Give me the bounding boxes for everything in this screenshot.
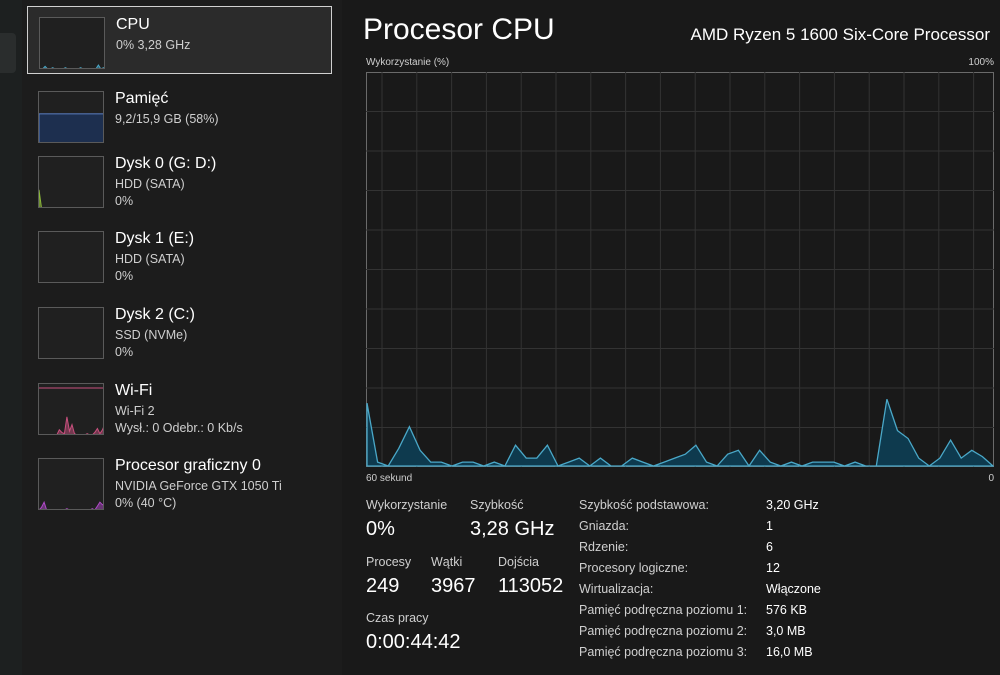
- spec-label: Wirtualizacja:: [579, 582, 654, 596]
- processes-label: Procesy: [366, 555, 412, 569]
- threads-value: 3967: [431, 575, 476, 597]
- item-sub1: Wi-Fi 2: [115, 404, 155, 418]
- item-title: Pamięć: [115, 90, 169, 107]
- item-title: CPU: [116, 16, 150, 33]
- spec-label: Szybkość podstawowa:: [579, 498, 709, 512]
- item-title: Wi-Fi: [115, 382, 153, 399]
- item-sub2: 0% (40 °C): [115, 496, 177, 510]
- page-title: Procesor CPU: [363, 13, 555, 46]
- cpu-panel: Procesor CPU AMD Ryzen 5 1600 Six-Core P…: [342, 0, 1000, 675]
- spec-value: 576 KB: [766, 603, 808, 617]
- spec-value: 3,20 GHz: [766, 498, 819, 512]
- item-sub1: SSD (NVMe): [115, 328, 188, 342]
- thumbnail-graph: [38, 307, 104, 359]
- sidebar-item-2[interactable]: Dysk 0 (G: D:) HDD (SATA) 0%: [27, 146, 332, 214]
- thumbnail-graph: [38, 91, 104, 143]
- usage-label: Wykorzystanie: [366, 498, 448, 512]
- thumbnail-line: [42, 64, 104, 68]
- item-title: Dysk 1 (E:): [115, 230, 195, 247]
- thumbnail-graph: [39, 17, 105, 69]
- speed-value: 3,28 GHz: [470, 518, 555, 540]
- nav-selected-indicator[interactable]: [0, 33, 16, 73]
- handles-label: Dojścia: [498, 555, 539, 569]
- spec-label: Pamięć podręczna poziomu 2:: [579, 624, 748, 638]
- spec-label: Procesory logiczne:: [579, 561, 689, 575]
- item-title: Procesor graficzny 0: [115, 457, 261, 474]
- spec-value: 1: [766, 519, 773, 533]
- chart-x-right: 0: [988, 473, 994, 484]
- sidebar-item-6[interactable]: Procesor graficzny 0 NVIDIA GeForce GTX 1…: [27, 448, 332, 516]
- cpu-usage-area: [366, 398, 994, 467]
- item-sub1: HDD (SATA): [115, 177, 185, 191]
- item-sub1: 0% 3,28 GHz: [116, 38, 191, 52]
- item-sub1: HDD (SATA): [115, 252, 185, 266]
- thumbnail-line: [39, 500, 103, 509]
- thumbnail-graph: [38, 231, 104, 283]
- usage-value: 0%: [366, 518, 395, 540]
- item-sub2: 0%: [115, 345, 134, 359]
- memory-fill: [39, 113, 103, 142]
- sidebar-item-5[interactable]: Wi-Fi Wi-Fi 2 Wysł.: 0 Odebr.: 0 Kb/s: [27, 373, 332, 441]
- chart-y-max: 100%: [968, 57, 994, 68]
- thumbnail-graph: [38, 156, 104, 208]
- chart-x-left: 60 sekund: [366, 473, 413, 484]
- sidebar-item-0[interactable]: CPU 0% 3,28 GHz: [27, 6, 332, 74]
- threads-label: Wątki: [431, 555, 463, 569]
- handles-value: 113052: [498, 575, 564, 597]
- cpu-usage-chart: [366, 72, 994, 467]
- item-title: Dysk 0 (G: D:): [115, 155, 217, 172]
- spec-value: 12: [766, 561, 780, 575]
- spec-label: Pamięć podręczna poziomu 1:: [579, 603, 748, 617]
- performance-sidebar: CPU 0% 3,28 GHz Pamięć 9,2/15,9 GB (58%) Dys…: [22, 0, 342, 675]
- item-sub1: NVIDIA GeForce GTX 1050 Ti: [115, 479, 282, 493]
- spec-value: 6: [766, 540, 773, 554]
- nav-strip: [0, 0, 22, 675]
- sidebar-item-1[interactable]: Pamięć 9,2/15,9 GB (58%): [27, 81, 332, 149]
- thumbnail-graph: [38, 458, 104, 510]
- spec-value: 16,0 MB: [766, 645, 813, 659]
- uptime-value: 0:00:44:42: [366, 631, 461, 653]
- item-sub1: 9,2/15,9 GB (58%): [115, 112, 219, 126]
- item-sub2: Wysł.: 0 Odebr.: 0 Kb/s: [115, 421, 243, 435]
- spec-value: 3,0 MB: [766, 624, 806, 638]
- item-title: Dysk 2 (C:): [115, 306, 195, 323]
- sidebar-item-3[interactable]: Dysk 1 (E:) HDD (SATA) 0%: [27, 221, 332, 289]
- spec-label: Rdzenie:: [579, 540, 629, 554]
- item-sub2: 0%: [115, 269, 134, 283]
- thumbnail-line: [39, 189, 42, 207]
- thumbnail-line: [56, 416, 103, 434]
- item-sub2: 0%: [115, 194, 134, 208]
- spec-label: Pamięć podręczna poziomu 3:: [579, 645, 748, 659]
- chart-y-label: Wykorzystanie (%): [366, 57, 450, 68]
- cpu-model: AMD Ryzen 5 1600 Six-Core Processor: [690, 25, 990, 44]
- spec-value: Włączone: [766, 582, 821, 596]
- processes-value: 249: [366, 575, 400, 597]
- speed-label: Szybkość: [470, 498, 524, 512]
- spec-label: Gniazda:: [579, 519, 630, 533]
- sidebar-item-4[interactable]: Dysk 2 (C:) SSD (NVMe) 0%: [27, 297, 332, 365]
- uptime-label: Czas pracy: [366, 611, 429, 625]
- thumbnail-graph: [38, 383, 104, 435]
